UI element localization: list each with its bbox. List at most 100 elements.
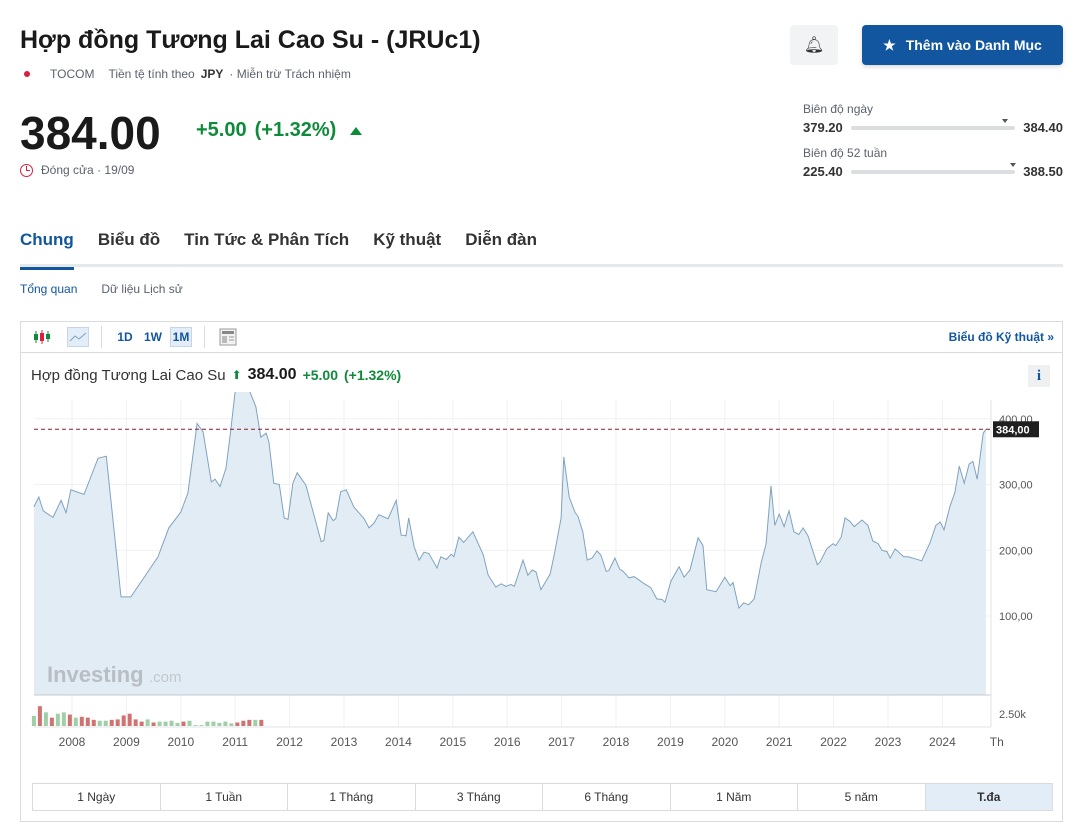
technical-chart-link[interactable]: Biểu đồ Kỹ thuật » <box>948 330 1054 344</box>
price-chart-plot[interactable]: Investing.com100,00200,00300,00400,00500… <box>21 392 1062 762</box>
info-icon[interactable]: i <box>1028 365 1050 387</box>
chart-instrument-name: Hợp đồng Tương Lai Cao Su <box>31 366 226 384</box>
sub-tabs: Tổng quan Dữ liệu Lịch sử <box>20 282 183 296</box>
x-tick-label: 2009 <box>113 735 140 749</box>
day-low: 379.20 <box>803 120 843 135</box>
volume-bar <box>187 720 192 726</box>
volume-axis-label: 2.50k <box>999 709 1026 721</box>
create-alert-button[interactable]: 🔔︎ <box>790 25 838 65</box>
disclaimer-link[interactable]: · Miễn trừ Trách nhiệm <box>229 67 351 81</box>
y-tick-label: 100,00 <box>999 611 1033 623</box>
volume-bar <box>49 717 54 726</box>
instrument-meta: TOCOM Tiền tệ tính theo JPY · Miễn trừ T… <box>20 67 351 81</box>
period-button[interactable]: T.đa <box>925 784 1052 810</box>
candlestick-icon[interactable] <box>31 327 53 347</box>
tab-chart[interactable]: Biểu đồ <box>97 230 161 249</box>
bell-plus-icon: 🔔︎ <box>803 37 825 54</box>
currency-prefix: Tiền tệ tính theo <box>108 67 195 81</box>
up-arrow-icon: ⬆ <box>231 368 242 382</box>
period-button[interactable]: 6 Tháng <box>543 784 671 810</box>
volume-bar <box>181 721 186 726</box>
volume-bar <box>139 721 144 726</box>
volume-bar <box>133 719 138 726</box>
x-tick-label: 2016 <box>494 735 521 749</box>
volume-bar <box>73 717 78 726</box>
main-tabs: Chung Biểu đồ Tin Tức & Phân Tích Kỹ thu… <box>20 228 1063 270</box>
change-percent: (+1.32%) <box>254 119 337 141</box>
area-chart-icon[interactable] <box>67 327 89 347</box>
volume-bar <box>151 722 156 726</box>
period-button[interactable]: 3 Tháng <box>416 784 543 810</box>
volume-bar <box>253 719 258 726</box>
subtab-summary[interactable]: Tổng quan <box>20 282 78 296</box>
period-button[interactable]: 1 Ngày <box>33 784 161 810</box>
period-button[interactable]: 1 Năm <box>671 784 798 810</box>
52-week-range-label: Biên độ 52 tuần <box>803 146 888 160</box>
tab-technical[interactable]: Kỹ thuật <box>373 230 442 249</box>
volume-bar <box>247 719 252 726</box>
volume-bar <box>229 723 234 726</box>
chart-title: Hợp đồng Tương Lai Cao Su ⬆ 384.00 +5.00… <box>31 366 401 384</box>
period-button[interactable]: 1 Tháng <box>288 784 416 810</box>
volume-bar <box>79 716 84 726</box>
up-arrow-icon <box>350 126 363 135</box>
price-chart-widget: 1D 1W 1M Biểu đồ Kỹ thuật » Hợp đồng Tươ… <box>20 321 1063 822</box>
period-button[interactable]: 1 Tuần <box>161 784 288 810</box>
interval-1w[interactable]: 1W <box>144 330 162 344</box>
day-high: 384.40 <box>1023 120 1063 135</box>
x-tick-label: 2012 <box>276 735 303 749</box>
volume-bar <box>37 706 42 726</box>
volume-bar <box>109 719 114 726</box>
current-price-tag <box>993 421 1039 438</box>
volume-bar <box>31 715 36 726</box>
x-tick-label: 2020 <box>711 735 738 749</box>
tab-forum[interactable]: Diễn đàn <box>465 230 537 249</box>
chart-change: +5.00 <box>302 367 338 383</box>
chart-change-percent: (+1.32%) <box>344 367 402 383</box>
tab-news-analysis[interactable]: Tin Tức & Phân Tích <box>184 230 350 249</box>
period-button[interactable]: 5 năm <box>798 784 926 810</box>
x-tick-label: Th <box>990 735 1004 749</box>
volume-bar <box>85 717 90 726</box>
chart-toolbar: 1D 1W 1M Biểu đồ Kỹ thuật » <box>21 322 1062 353</box>
last-price: 384.00 <box>20 107 161 159</box>
volume-bar <box>67 714 72 726</box>
interval-1d[interactable]: 1D <box>117 330 133 344</box>
tab-overview[interactable]: Chung <box>20 228 74 270</box>
exchange-label: TOCOM <box>50 67 95 81</box>
52-week-low: 225.40 <box>803 164 843 179</box>
volume-bar <box>91 719 96 726</box>
interval-1m[interactable]: 1M <box>170 327 192 347</box>
volume-bar <box>163 721 168 726</box>
range-marker <box>1010 162 1017 167</box>
subtab-historical-data[interactable]: Dữ liệu Lịch sử <box>101 282 183 296</box>
volume-bar <box>193 725 198 726</box>
x-tick-label: 2013 <box>331 735 358 749</box>
investing-watermark-suffix: .com <box>149 669 182 686</box>
x-tick-label: 2017 <box>548 735 575 749</box>
volume-bar <box>43 712 48 726</box>
volume-bar <box>241 720 246 726</box>
volume-bar <box>145 719 150 726</box>
y-tick-label: 200,00 <box>999 545 1033 557</box>
star-icon: ★ <box>883 36 896 53</box>
volume-bar <box>169 720 174 726</box>
range-marker <box>1002 118 1009 123</box>
volume-bar <box>61 712 66 726</box>
market-status-dot <box>24 71 30 77</box>
volume-bar <box>259 719 264 726</box>
x-tick-label: 2023 <box>875 735 902 749</box>
volume-bar <box>97 720 102 726</box>
divider <box>101 326 102 348</box>
volume-bar <box>223 721 228 726</box>
add-to-watchlist-button[interactable]: ★ Thêm vào Danh Mục <box>862 25 1063 65</box>
x-tick-label: 2011 <box>222 735 248 749</box>
x-tick-label: 2022 <box>820 735 847 749</box>
volume-bar <box>157 721 162 726</box>
layout-icon[interactable] <box>217 327 239 347</box>
price-area <box>33 392 986 695</box>
volume-bar <box>175 722 180 726</box>
52-week-range-bar <box>850 162 1017 174</box>
volume-bar <box>199 725 204 726</box>
divider <box>204 326 205 348</box>
